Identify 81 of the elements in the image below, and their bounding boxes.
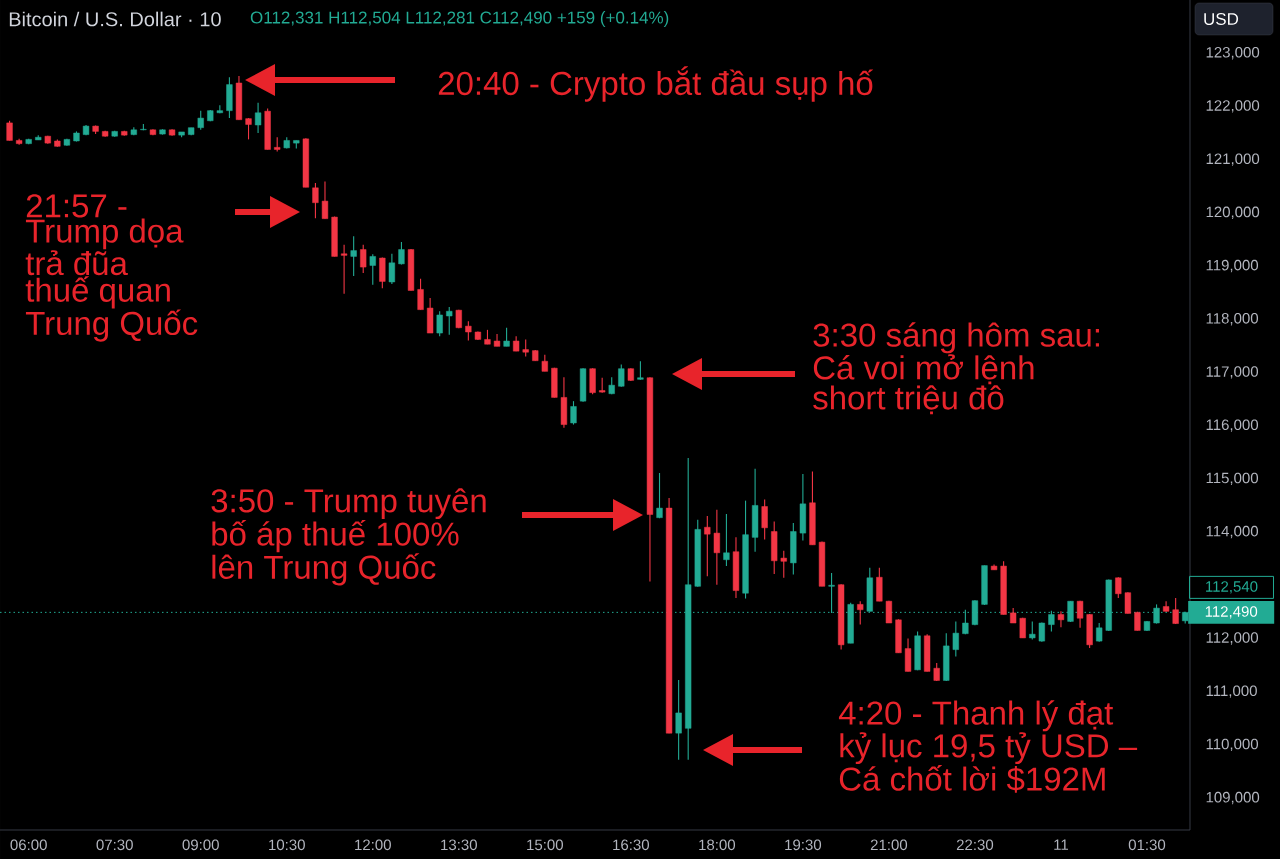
annotation: 3:30 sáng hôm sau: Cá voi mở lệnh short triệu đô	[813, 322, 1099, 415]
candlestick	[618, 363, 625, 388]
candlestick	[398, 241, 405, 265]
candlestick	[904, 637, 912, 672]
text: O112,331 H112,504 L112,281 C112,490 +159 (+0.14%)	[250, 11, 669, 27]
x-tick-label: 11	[1054, 839, 1069, 850]
candlestick	[1038, 621, 1045, 643]
x-tick-label: 06:00	[10, 839, 47, 851]
y-tick-label: 109,000	[1206, 791, 1260, 805]
y-tick-label: 114,000	[1206, 525, 1259, 539]
candlestick	[1057, 610, 1065, 628]
candlestick	[656, 472, 663, 519]
candlestick	[340, 244, 348, 295]
x-tick-label: 10:30	[269, 839, 305, 851]
candlestick	[1067, 600, 1074, 623]
candlestick	[465, 320, 472, 342]
candlestick	[952, 620, 959, 658]
candlestick	[713, 509, 720, 586]
candlestick	[876, 567, 883, 602]
candlestick	[761, 499, 768, 541]
y-tick-label: 123,000	[1206, 46, 1260, 60]
candlestick	[1124, 591, 1131, 614]
ref-line-label: 112,490	[1205, 606, 1258, 619]
candlestick	[245, 117, 252, 140]
x-tick-label: 19:30	[785, 839, 822, 851]
candlestick	[1029, 620, 1036, 641]
candlestick	[723, 513, 730, 567]
y-tick-label: 111,000	[1206, 685, 1257, 698]
candlestick	[704, 515, 711, 577]
x-tick-label: 07:30	[96, 839, 133, 851]
y-tick-label: 119,000	[1206, 259, 1259, 273]
candlestick	[379, 256, 386, 289]
candlestick	[417, 278, 424, 311]
y-tick-label: 121,000	[1206, 153, 1260, 166]
candlestick	[1115, 576, 1122, 599]
x-tick-label: 01:30	[1128, 839, 1166, 851]
y-tick-label: 122,000	[1206, 100, 1260, 113]
x-tick-label: 16:30	[613, 839, 650, 851]
x-tick-label: 12:00	[355, 839, 391, 851]
candlestick	[350, 235, 357, 277]
candlestick	[503, 327, 510, 347]
candlestick	[589, 367, 596, 395]
candlestick	[321, 180, 329, 220]
candlestick	[446, 306, 453, 336]
candlestick	[360, 244, 367, 274]
candlestick	[493, 333, 501, 347]
candlestick	[254, 102, 262, 134]
text: 112,540	[1206, 581, 1258, 594]
candlestick	[6, 120, 13, 141]
x-tick-label: 09:00	[182, 839, 219, 851]
candlestick	[1076, 600, 1084, 629]
candlestick	[388, 253, 396, 285]
x-tick-label: 13:30	[441, 839, 477, 851]
x-tick-label: 18:00	[699, 839, 736, 851]
candlestick	[1172, 597, 1179, 625]
candlestick	[436, 310, 443, 337]
candlestick	[570, 400, 577, 426]
annotation: 3:50 - Trump tuyên bố áp thuế 100% lên Trung Quốc	[211, 488, 486, 586]
candlestick	[312, 182, 319, 219]
x-tick-label: 21:00	[870, 839, 908, 851]
y-tick-label: 117,000	[1206, 366, 1259, 379]
candlestick	[1096, 622, 1103, 643]
y-tick-label: 110,000	[1206, 738, 1259, 752]
candlestick	[780, 550, 787, 579]
candlestick	[369, 253, 376, 286]
candlestick	[857, 600, 864, 626]
y-tick-label: 112,000	[1206, 632, 1259, 645]
x-tick-label: 15:00	[527, 839, 563, 851]
candlestick	[197, 110, 204, 131]
candlestick	[637, 360, 644, 381]
y-tick-label: 120,000	[1206, 206, 1260, 219]
y-tick-label: 115,000	[1206, 472, 1259, 486]
annotation: 21:57 - Trump dọa trả đũa thuế quan Trung Quốc	[25, 194, 198, 342]
y-tick-label: 116,000	[1206, 419, 1259, 432]
annotation: 4:20 - Thanh lý đạt kỷ lục 19,5 tỷ USD – Cá chốt lời $192M	[838, 700, 1138, 793]
y-tick-label: 118,000	[1206, 313, 1259, 326]
chart-title: Bitcoin / U.S. Dollar · 10	[9, 11, 221, 27]
candlestick	[675, 679, 682, 761]
annotation: 20:40 - Crypto bắt đầu sụp hố	[438, 66, 874, 102]
y-axis-title: USD	[1204, 12, 1239, 26]
x-tick-label: 22:30	[956, 839, 994, 851]
